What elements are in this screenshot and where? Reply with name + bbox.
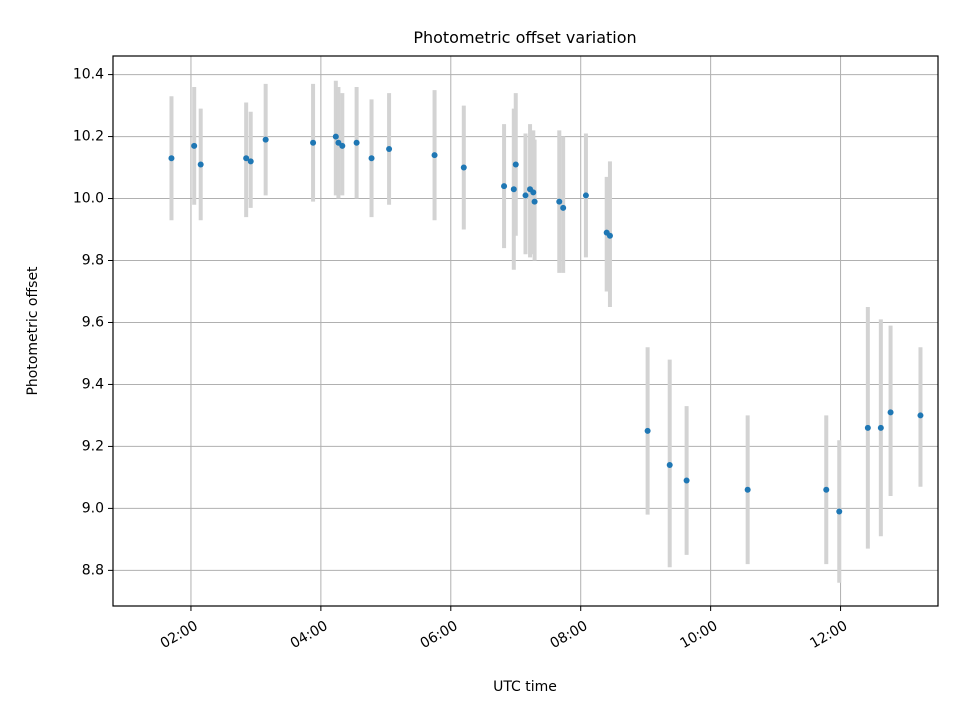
- data-point: [197, 161, 204, 168]
- data-point: [431, 152, 438, 159]
- data-point: [582, 192, 589, 199]
- data-point: [243, 155, 250, 162]
- y-axis-label: Photometric offset: [25, 266, 41, 396]
- data-point: [168, 155, 175, 162]
- data-point: [917, 412, 924, 419]
- y-tick-label: 9.2: [82, 438, 104, 454]
- y-tick-label: 10.2: [73, 129, 104, 145]
- data-point: [744, 486, 751, 493]
- data-point: [823, 486, 830, 493]
- y-tick-label: 9.0: [82, 500, 104, 516]
- data-point: [560, 204, 567, 211]
- chart-title: Photometric offset variation: [413, 28, 636, 47]
- y-tick-label: 9.6: [82, 314, 104, 330]
- y-tick-label: 10.4: [73, 67, 104, 83]
- data-point: [531, 198, 538, 205]
- data-point: [368, 155, 375, 162]
- data-point: [460, 164, 467, 171]
- data-point: [887, 409, 894, 416]
- data-point: [247, 158, 254, 165]
- y-tick-label: 8.8: [82, 562, 104, 578]
- data-point: [501, 183, 508, 190]
- data-point: [512, 161, 519, 168]
- data-point: [191, 142, 198, 149]
- data-point: [606, 232, 613, 239]
- data-point: [877, 424, 884, 431]
- plot-frame: [112, 55, 939, 607]
- data-point: [386, 145, 393, 152]
- data-point: [836, 508, 843, 515]
- data-point: [332, 133, 339, 140]
- y-tick-label: 9.4: [82, 376, 104, 392]
- data-point: [530, 189, 537, 196]
- y-tick-label: 9.8: [82, 253, 104, 269]
- data-point: [683, 477, 690, 484]
- data-point: [339, 142, 346, 149]
- data-point: [556, 198, 563, 205]
- y-tick-label: 10.0: [73, 191, 104, 207]
- data-point: [353, 139, 360, 146]
- points-layer: [168, 133, 924, 515]
- data-point: [510, 186, 517, 193]
- data-point: [310, 139, 317, 146]
- data-point: [644, 427, 651, 434]
- x-axis-label: UTC time: [493, 679, 557, 695]
- data-point: [522, 192, 529, 199]
- data-point: [666, 462, 673, 469]
- data-point: [262, 136, 269, 143]
- data-point: [864, 424, 871, 431]
